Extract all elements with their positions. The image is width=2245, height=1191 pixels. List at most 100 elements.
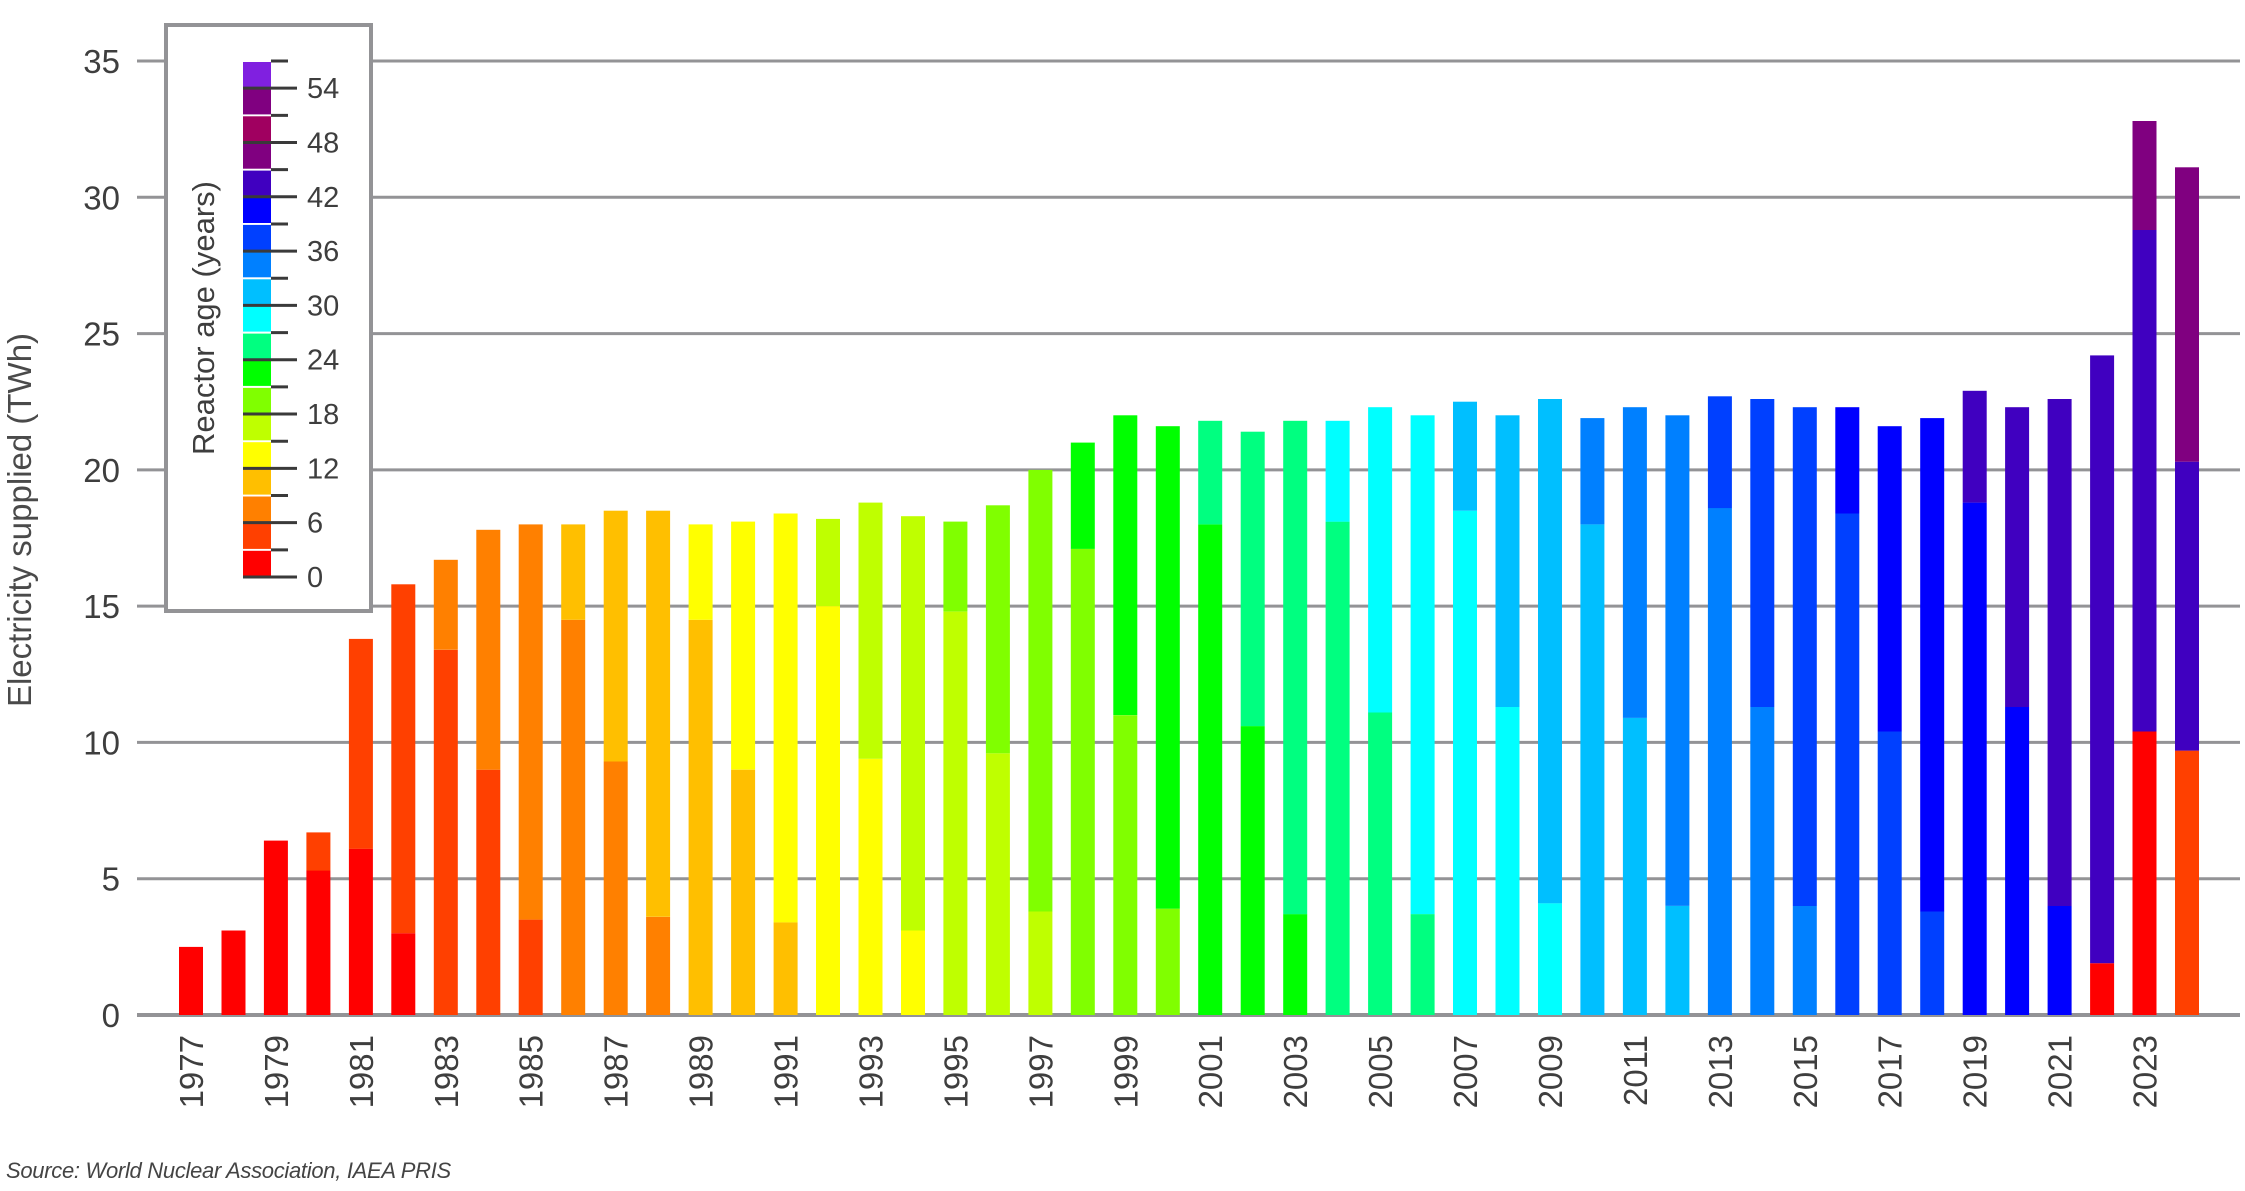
x-tick-label: 1981 — [343, 1035, 380, 1108]
bar-segment — [1240, 726, 1265, 1015]
x-tick-label: 1987 — [598, 1035, 635, 1108]
bar-1991 — [773, 513, 798, 1015]
bar-segment — [1792, 407, 1817, 906]
legend-tick-label: 12 — [307, 453, 339, 485]
legend-swatch — [243, 387, 271, 414]
bar-segment — [179, 946, 203, 1015]
bar-segment — [688, 619, 713, 1015]
bar-2021 — [2047, 399, 2072, 1015]
bar-segment — [1707, 396, 1732, 509]
bar-segment — [391, 584, 416, 934]
colorbar-legend: Reactor age (years) 0 6 12 18 24 30 36 42 48 54 — [164, 23, 373, 613]
bar-segment — [1920, 418, 1945, 912]
bar-2023 — [2132, 121, 2157, 1015]
bar-segment — [476, 529, 501, 770]
x-tick-label: 2019 — [1957, 1035, 1994, 1108]
bar-segment — [1283, 420, 1308, 915]
legend-tick-label: 30 — [307, 290, 339, 322]
bar-2015 — [1792, 407, 1817, 1015]
x-tick-label: 2001 — [1192, 1035, 1229, 1108]
bar-segment — [985, 753, 1010, 1015]
bar-2001 — [1198, 420, 1223, 1015]
source-note: Source: World Nuclear Association, IAEA … — [6, 1158, 451, 1183]
x-tick-label: 2009 — [1532, 1035, 1569, 1108]
bar-segment — [1070, 548, 1095, 1015]
bar-segment — [518, 919, 543, 1015]
bar-segment — [1962, 390, 1987, 503]
bar-segment — [1368, 712, 1393, 1015]
bar-segment — [646, 916, 671, 1015]
x-axis-ticks: 1977 1979 1981 1983 1985 1987 1989 1991 1993 1995… — [173, 1035, 2164, 1108]
bar-1984 — [476, 529, 501, 1015]
bar-segment — [2090, 963, 2115, 1015]
bar-1989 — [688, 524, 713, 1015]
legend-tick-label: 36 — [307, 236, 339, 268]
bar-segment — [1665, 415, 1690, 906]
y-tick-label: 25 — [83, 316, 120, 353]
x-tick-label: 2015 — [1787, 1035, 1824, 1108]
bar-segment — [816, 606, 840, 1015]
bar-segment — [943, 521, 968, 612]
bar-segment — [1665, 906, 1690, 1015]
bar-segment — [901, 930, 925, 1015]
bar-segment — [391, 933, 416, 1015]
bar-segment — [2175, 461, 2199, 751]
x-tick-label: 1995 — [937, 1035, 974, 1108]
x-tick-label: 1991 — [768, 1035, 805, 1108]
bar-segment — [603, 761, 628, 1015]
legend-swatch — [243, 143, 271, 169]
legend-tick-label: 54 — [307, 73, 339, 105]
bar-1999 — [1113, 415, 1138, 1015]
bar-segment — [1622, 407, 1647, 718]
bar-1992 — [816, 518, 840, 1015]
x-tick-label: 1985 — [513, 1035, 550, 1108]
bar-1980 — [306, 832, 331, 1015]
bar-2014 — [1750, 399, 1775, 1015]
bar-1990 — [731, 521, 756, 1015]
bar-2020 — [2005, 407, 2030, 1015]
bar-segment — [646, 510, 671, 917]
legend-title: Reactor age (years) — [186, 181, 221, 455]
bar-segment — [2005, 407, 2030, 707]
bar-1987 — [603, 510, 628, 1015]
bar-1994 — [901, 516, 925, 1015]
legend-swatch — [243, 306, 271, 332]
x-tick-label: 1977 — [173, 1035, 210, 1108]
bar-segment — [1198, 420, 1223, 525]
bar-2010 — [1580, 418, 1605, 1015]
y-tick-label: 35 — [83, 43, 120, 80]
bar-segment — [985, 505, 1010, 754]
x-tick-label: 1989 — [683, 1035, 720, 1108]
bar-2009 — [1538, 399, 1562, 1015]
bar-1995 — [943, 521, 968, 1015]
bar-segment — [1962, 502, 1987, 1016]
x-tick-label: 2023 — [2127, 1035, 2164, 1108]
bar-1978 — [221, 930, 246, 1015]
legend-tick-label: 48 — [307, 127, 339, 159]
bar-segment — [1835, 513, 1860, 1015]
bar-2003 — [1283, 420, 1308, 1015]
bar-1997 — [1028, 469, 1053, 1015]
bar-segment — [221, 930, 246, 1015]
bar-2022 — [2090, 355, 2115, 1015]
legend-tick-label: 18 — [307, 399, 339, 431]
y-tick-label: 5 — [102, 861, 120, 898]
y-tick-label: 15 — [83, 588, 120, 625]
bar-segment — [1580, 524, 1605, 1015]
legend-swatch — [243, 415, 271, 441]
bar-segment — [2132, 731, 2157, 1015]
y-tick-label: 10 — [83, 724, 120, 761]
bar-segment — [1707, 508, 1732, 1015]
x-tick-label: 1993 — [852, 1035, 889, 1108]
bar-segment — [1453, 510, 1477, 1015]
bar-segment — [1155, 908, 1180, 1015]
bar-segment — [1750, 707, 1775, 1015]
bar-segment — [1028, 469, 1053, 912]
y-tick-label: 30 — [83, 179, 120, 216]
bar-segment — [306, 832, 331, 871]
bar-2004 — [1325, 420, 1350, 1015]
bar-1981 — [348, 638, 373, 1015]
bar-segment — [816, 518, 840, 607]
bar-segment — [688, 524, 713, 620]
